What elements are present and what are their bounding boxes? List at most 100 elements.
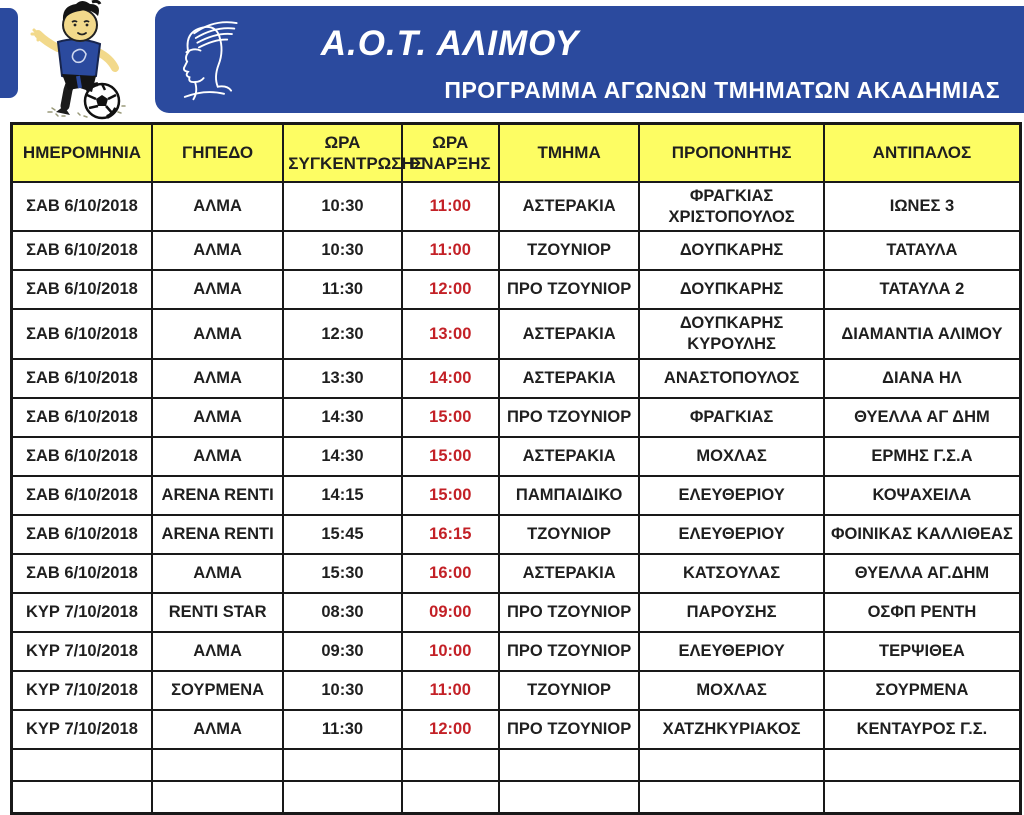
match-cell: 14:30 — [282, 396, 403, 438]
match-cell: ΣΑΒ 6/10/2018 — [10, 474, 153, 516]
start-time-cell: 12:00 — [400, 708, 500, 750]
empty-cell — [638, 747, 825, 782]
match-cell: ΧΑΤΖΗΚΥΡΙΑΚΟΣ — [638, 708, 825, 750]
match-cell: 15:30 — [282, 552, 403, 594]
match-cell: ΤΕΡΨΙΘΕΑ — [822, 630, 1022, 672]
match-cell: ΑΝΑΣΤΟΠΟΥΛΟΣ — [638, 357, 825, 399]
empty-cell — [497, 779, 641, 814]
mascot-boy-soccer-icon — [30, 0, 126, 120]
empty-cell — [150, 747, 285, 782]
match-cell: ΣΑΒ 6/10/2018 — [10, 180, 153, 233]
match-cell: ΣΑΒ 6/10/2018 — [10, 308, 153, 360]
match-cell: ΚΟΨΑΧΕΙΛΑ — [822, 474, 1022, 516]
match-cell: ΠΡΟ ΤΖΟΥΝΙΟΡ — [497, 630, 641, 672]
match-cell: 11:30 — [282, 269, 403, 311]
match-row: ΣΑΒ 6/10/2018 ARENA RENTI 15:45 16:15 ΤΖΟΥΝΙ… — [10, 513, 1022, 555]
hermes-logo-icon — [182, 21, 238, 101]
match-cell: 09:30 — [282, 630, 403, 672]
match-cell: ΑΛΜΑ — [150, 708, 285, 750]
match-cell: ΣΑΒ 6/10/2018 — [10, 513, 153, 555]
match-cell: 08:30 — [282, 591, 403, 633]
column-header: ΓΗΠΕΔΟ — [150, 122, 285, 183]
match-cell: ΣΑΒ 6/10/2018 — [10, 435, 153, 477]
match-cell: ΕΛΕΥΘΕΡΙΟΥ — [638, 474, 825, 516]
match-cell: ΘΥΕΛΛΑ ΑΓ ΔΗΜ — [822, 396, 1022, 438]
match-cell: ΑΣΤΕΡΑΚΙΑ — [497, 308, 641, 360]
match-cell: ΜΟΧΛΑΣ — [638, 435, 825, 477]
match-cell: 10:30 — [282, 180, 403, 233]
match-cell: ΣΟΥΡΜΕΝΑ — [822, 669, 1022, 711]
match-cell: ΚΥΡ 7/10/2018 — [10, 630, 153, 672]
start-time-cell: 10:00 — [400, 630, 500, 672]
match-cell: ΤΑΤΑΥΛΑ — [822, 230, 1022, 272]
header-banner: Α.Ο.Τ. ΑΛΙΜΟΥ ΠΡΟΓΡΑΜΜΑ ΑΓΩΝΩΝ ΤΜΗΜΑΤΩΝ … — [155, 6, 1024, 113]
start-time-cell: 12:00 — [400, 269, 500, 311]
match-cell: ΣΑΒ 6/10/2018 — [10, 552, 153, 594]
schedule-table-container: ΗΜΕΡΟΜΗΝΙΑ ΓΗΠΕΔΟ ΩΡΑ ΣΥΓΚΕΝΤΡΩΣΗΣ ΩΡΑ ΕΝΑΡ… — [10, 122, 1022, 815]
match-cell: ΚΥΡ 7/10/2018 — [10, 669, 153, 711]
column-header: ΩΡΑ ΕΝΑΡΞΗΣ — [400, 122, 500, 183]
start-time-cell: 14:00 — [400, 357, 500, 399]
empty-cell — [150, 779, 285, 814]
match-cell: ΤΖΟΥΝΙΟΡ — [497, 513, 641, 555]
decorative-blue-shape — [0, 8, 18, 98]
empty-cell — [638, 779, 825, 814]
match-cell: ΟΣΦΠ ΡΕΝΤΗ — [822, 591, 1022, 633]
match-cell: ΑΛΜΑ — [150, 357, 285, 399]
empty-row — [10, 779, 1022, 814]
column-header: ΑΝΤΙΠΑΛΟΣ — [822, 122, 1022, 183]
start-time-cell: 11:00 — [400, 230, 500, 272]
match-cell: ΔΙΑΝΑ ΗΛ — [822, 357, 1022, 399]
match-row: ΣΑΒ 6/10/2018 ΑΛΜΑ 14:30 15:00 ΠΡΟ ΤΖΟΥΝΙΟΡ Φ… — [10, 396, 1022, 438]
empty-row — [10, 747, 1022, 782]
empty-cell — [282, 779, 403, 814]
match-cell: ΑΛΜΑ — [150, 435, 285, 477]
match-cell: ΠΑΜΠΑΙΔΙΚΟ — [497, 474, 641, 516]
match-cell: ΣΑΒ 6/10/2018 — [10, 269, 153, 311]
match-cell: ΠΡΟ ΤΖΟΥΝΙΟΡ — [497, 591, 641, 633]
empty-cell — [400, 747, 500, 782]
start-time-cell: 11:00 — [400, 669, 500, 711]
match-cell: 11:30 — [282, 708, 403, 750]
match-cell: ΚΕΝΤΑΥΡΟΣ Γ.Σ. — [822, 708, 1022, 750]
header-row: ΗΜΕΡΟΜΗΝΙΑ ΓΗΠΕΔΟ ΩΡΑ ΣΥΓΚΕΝΤΡΩΣΗΣ ΩΡΑ ΕΝΑΡ… — [10, 122, 1022, 183]
match-cell: ΤΑΤΑΥΛΑ 2 — [822, 269, 1022, 311]
match-cell: ΑΛΜΑ — [150, 552, 285, 594]
start-time-cell: 16:15 — [400, 513, 500, 555]
empty-cell — [282, 747, 403, 782]
match-row: ΣΑΒ 6/10/2018 ΑΛΜΑ 10:30 11:00 ΑΣΤΕΡΑΚΙΑ ΦΡΑΓ… — [10, 180, 1022, 233]
match-row: ΣΑΒ 6/10/2018 ΑΛΜΑ 11:30 12:00 ΠΡΟ ΤΖΟΥΝΙΟΡ Δ… — [10, 269, 1022, 311]
schedule-body: ΣΑΒ 6/10/2018 ΑΛΜΑ 10:30 11:00 ΑΣΤΕΡΑΚΙΑ ΦΡΑΓ… — [10, 180, 1022, 814]
match-cell: ΜΟΧΛΑΣ — [638, 669, 825, 711]
match-cell: ΚΑΤΣΟΥΛΑΣ — [638, 552, 825, 594]
match-cell: ΕΛΕΥΘΕΡΙΟΥ — [638, 630, 825, 672]
match-cell: ΦΟΙΝΙΚΑΣ ΚΑΛΛΙΘΕΑΣ — [822, 513, 1022, 555]
match-cell: ΠΡΟ ΤΖΟΥΝΙΟΡ — [497, 708, 641, 750]
match-cell: ΑΣΤΕΡΑΚΙΑ — [497, 180, 641, 233]
match-row: ΣΑΒ 6/10/2018 ΑΛΜΑ 13:30 14:00 ΑΣΤΕΡΑΚΙΑ ΑΝΑΣ… — [10, 357, 1022, 399]
schedule-table: ΗΜΕΡΟΜΗΝΙΑ ΓΗΠΕΔΟ ΩΡΑ ΣΥΓΚΕΝΤΡΩΣΗΣ ΩΡΑ ΕΝΑΡ… — [10, 122, 1022, 815]
match-cell: ΑΛΜΑ — [150, 269, 285, 311]
match-cell: ARENA RENTI — [150, 474, 285, 516]
match-cell: ΕΡΜΗΣ Γ.Σ.Α — [822, 435, 1022, 477]
match-cell: RENTI STAR — [150, 591, 285, 633]
column-header: ΠΡΟΠΟΝΗΤΗΣ — [638, 122, 825, 183]
column-header: ΩΡΑ ΣΥΓΚΕΝΤΡΩΣΗΣ — [282, 122, 424, 183]
start-time-cell: 16:00 — [400, 552, 500, 594]
match-cell: ΤΖΟΥΝΙΟΡ — [497, 669, 641, 711]
match-row: ΚΥΡ 7/10/2018 ΣΟΥΡΜΕΝΑ 10:30 11:00 ΤΖΟΥΝΙΟΡ Μ… — [10, 669, 1022, 711]
match-cell: ΣΑΒ 6/10/2018 — [10, 230, 153, 272]
match-cell: ΑΣΤΕΡΑΚΙΑ — [497, 552, 641, 594]
start-time-cell: 11:00 — [400, 180, 500, 233]
column-header: ΗΜΕΡΟΜΗΝΙΑ — [10, 122, 153, 183]
match-cell: 10:30 — [282, 669, 403, 711]
match-cell: 13:30 — [282, 357, 403, 399]
match-cell: ΔΟΥΠΚΑΡΗΣ — [638, 269, 825, 311]
match-row: ΣΑΒ 6/10/2018 ΑΛΜΑ 15:30 16:00 ΑΣΤΕΡΑΚΙΑ ΚΑΤΣ… — [10, 552, 1022, 594]
match-cell: ΔΙΑΜΑΝΤΙΑ ΑΛΙΜΟΥ — [822, 308, 1022, 360]
match-row: ΚΥΡ 7/10/2018 RENTI STAR 08:30 09:00 ΠΡΟ ΤΖΟ… — [10, 591, 1022, 633]
match-cell: ΑΛΜΑ — [150, 230, 285, 272]
match-cell: ΑΣΤΕΡΑΚΙΑ — [497, 357, 641, 399]
match-cell: ΠΑΡΟΥΣΗΣ — [638, 591, 825, 633]
match-row: ΣΑΒ 6/10/2018 ARENA RENTI 14:15 15:00 ΠΑΜΠΑΙ… — [10, 474, 1022, 516]
